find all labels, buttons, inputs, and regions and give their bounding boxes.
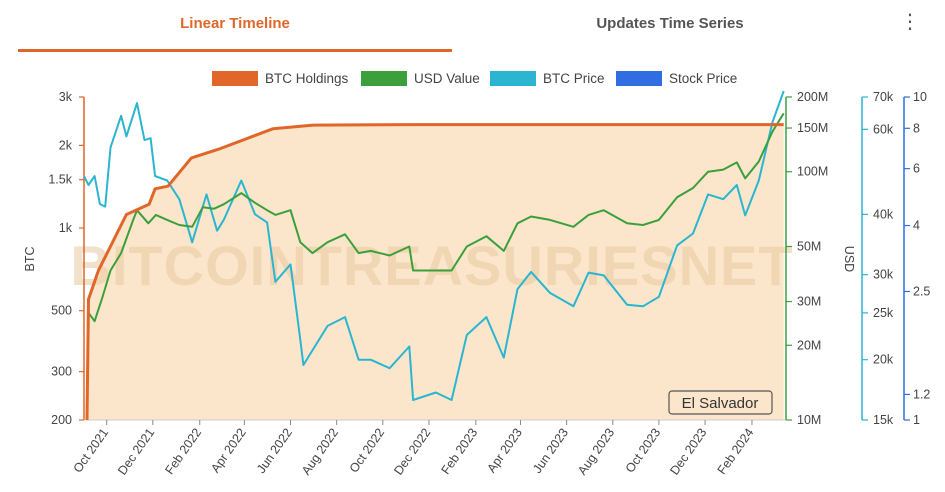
btc-price-axis-tick-label: 20k (873, 353, 894, 367)
btc-price-axis-tick-label: 70k (873, 90, 894, 104)
btc-price-axis-tick-label: 15k (873, 413, 894, 427)
x-axis-tick-label: Dec 2021 (115, 426, 157, 478)
x-axis-tick-label: Feb 2022 (162, 426, 204, 477)
usd-axis-tick-label: 200M (797, 90, 828, 104)
x-axis-tick-label: Oct 2021 (71, 426, 112, 476)
btc-holdings-area (87, 124, 784, 420)
btc-axis-tick-label: 2k (59, 138, 73, 152)
x-axis-tick-label: Aug 2023 (575, 426, 617, 478)
stock-price-axis-tick-label: 1.2 (913, 387, 930, 401)
btc-price-axis-tick-label: 40k (873, 207, 894, 221)
watermark-text: BITCOINTREASURIESNET (70, 234, 793, 297)
active-tab-indicator (18, 49, 452, 52)
axes (83, 97, 905, 421)
stock-price-axis-tick-label: 4 (913, 219, 920, 233)
series-line-btc-price[interactable] (83, 90, 785, 401)
usd-axis-tick-label: 100M (797, 165, 828, 179)
tab-updates-time-series[interactable]: Updates Time Series (596, 15, 744, 32)
x-axis-tick-label: Dec 2023 (667, 426, 709, 478)
btc-price-axis-tick-label: 30k (873, 268, 894, 282)
btc-axis-tick-label: 200 (51, 413, 72, 427)
x-axis-tick-label: Apr 2023 (484, 426, 525, 476)
entity-label-box (668, 390, 773, 415)
tab-bar: Linear Timeline Updates Time Series ⋮ (0, 0, 945, 54)
usd-axis-tick-label: 150M (797, 121, 828, 135)
btc-axis-tick-label: 500 (51, 304, 72, 318)
stock-price-axis-tick-label: 6 (913, 162, 920, 176)
legend-item-btc-holdings[interactable]: BTC Holdings (212, 71, 349, 86)
entity-label-text: El Salvador (682, 395, 759, 412)
btc-axis-title: BTC (23, 247, 37, 272)
x-axis-tick-label: Jun 2022 (254, 426, 295, 476)
usd-axis-tick-label: 20M (797, 338, 821, 352)
stock-price-axis-tick-label: 8 (913, 121, 920, 135)
series-layer (83, 90, 785, 421)
legend-label-stock-price: Stock Price (669, 71, 737, 86)
x-axis-tick-label: Feb 2023 (439, 426, 481, 477)
x-axis-tick-label: Oct 2022 (347, 426, 388, 476)
legend-item-stock-price[interactable]: Stock Price (616, 71, 737, 86)
x-axis-tick-label: Aug 2022 (299, 426, 341, 478)
legend-item-usd-value[interactable]: USD Value (361, 71, 480, 86)
btc-price-axis-tick-label: 25k (873, 306, 894, 320)
series-line-usd-value[interactable] (87, 112, 785, 323)
legend-swatch-btc-price (490, 71, 536, 86)
usd-axis-tick-label: 50M (797, 239, 821, 253)
btc-axis-tick-label: 300 (51, 365, 72, 379)
stock-price-axis-tick-label: 2.5 (913, 284, 930, 298)
legend-label-btc-holdings: BTC Holdings (265, 71, 349, 86)
legend-label-usd-value: USD Value (414, 71, 480, 86)
stock-price-axis-tick-label: 1 (913, 413, 920, 427)
legend-label-btc-price: BTC Price (543, 71, 605, 86)
btc-axis-tick-label: 1.5k (48, 173, 72, 187)
legend-item-btc-price[interactable]: BTC Price (490, 71, 605, 86)
tab-linear-timeline[interactable]: Linear Timeline (180, 15, 290, 32)
legend: BTC Holdings USD Value BTC Price Stock P… (212, 71, 737, 86)
entity-label: El Salvador (668, 390, 773, 415)
x-axis-tick-label: Feb 2024 (715, 426, 757, 477)
stock-price-axis-tick-label: 10 (913, 90, 927, 104)
x-axis-tick-label: Dec 2022 (391, 426, 433, 478)
legend-swatch-btc-holdings (212, 71, 258, 86)
more-vertical-icon[interactable]: ⋮ (900, 11, 920, 33)
btc-price-axis-tick-label: 60k (873, 122, 894, 136)
btc-axis-tick-label: 3k (59, 90, 73, 104)
btc-axis-tick-label: 1k (59, 221, 73, 235)
usd-axis-title: USD (842, 246, 856, 272)
legend-swatch-usd-value (361, 71, 407, 86)
x-axis-tick-label: Oct 2023 (623, 426, 664, 476)
series-line-btc-holdings[interactable] (85, 123, 784, 421)
usd-axis-tick-label: 30M (797, 295, 821, 309)
legend-swatch-stock-price (616, 71, 662, 86)
x-axis-tick-label: Apr 2022 (208, 426, 249, 476)
usd-axis-tick-label: 10M (797, 413, 821, 427)
x-axis-tick-label: Jun 2023 (530, 426, 571, 476)
